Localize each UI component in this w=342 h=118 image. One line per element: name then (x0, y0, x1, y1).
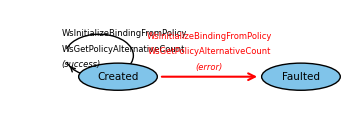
Text: WsGetPolicyAlternativeCount: WsGetPolicyAlternativeCount (148, 47, 271, 56)
Text: Created: Created (97, 72, 139, 82)
Text: WsInitializeBindingFromPolicy: WsInitializeBindingFromPolicy (147, 32, 272, 41)
Text: WsInitializeBindingFromPolicy: WsInitializeBindingFromPolicy (62, 30, 187, 38)
Text: (success): (success) (62, 60, 101, 69)
Circle shape (262, 63, 340, 90)
Text: (error): (error) (196, 63, 223, 72)
Circle shape (79, 63, 157, 90)
Text: WsGetPolicyAlternativeCount: WsGetPolicyAlternativeCount (62, 45, 185, 54)
Text: Faulted: Faulted (282, 72, 320, 82)
